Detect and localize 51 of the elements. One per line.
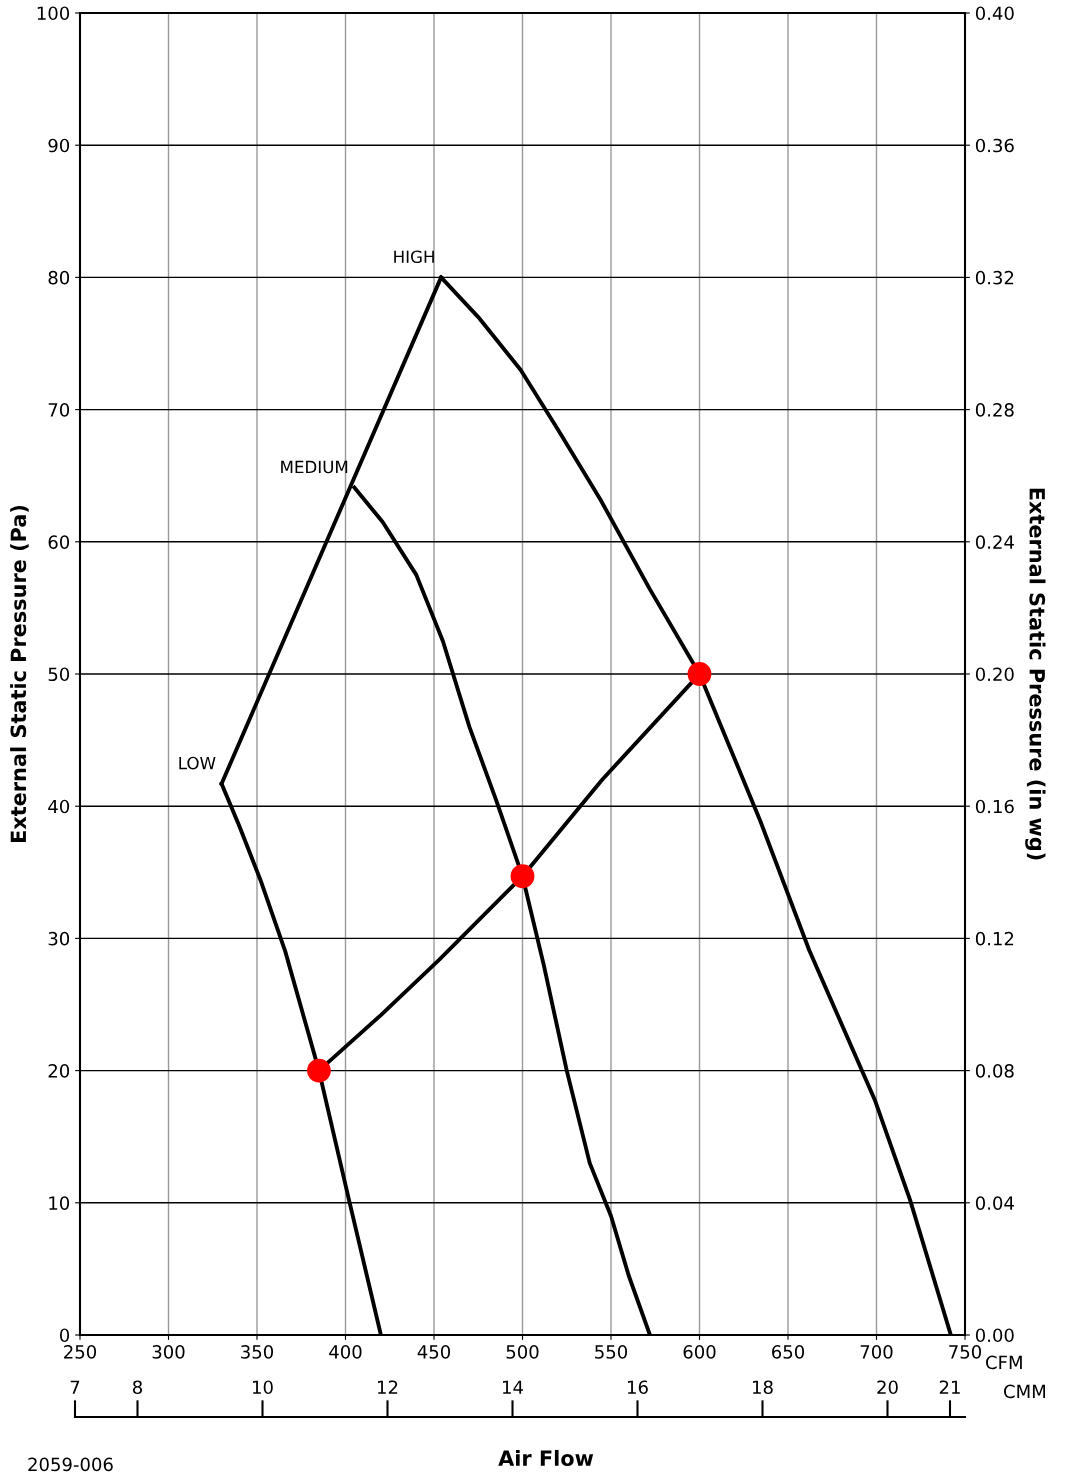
x2-tick-label: 16: [628, 1380, 648, 1395]
y-tick-label: 100: [37, 6, 70, 21]
y2-tick-label: 0.32: [975, 270, 1014, 285]
x-tick-label: 350: [241, 1345, 274, 1359]
x2-tick-label: 10: [253, 1380, 273, 1395]
y-tick-label: 90: [48, 138, 70, 153]
y-tick-label: 0: [59, 1328, 70, 1343]
x-tick-label: 250: [64, 1345, 97, 1359]
y-tick-label: 60: [48, 535, 70, 549]
annotation: HIGH: [394, 250, 434, 264]
y-tick-label: 50: [48, 667, 70, 682]
y2-tick-label: 0.36: [975, 138, 1014, 153]
y-tick-label: 70: [48, 403, 70, 417]
x2-tick-label: 8: [132, 1380, 143, 1395]
y2-tick-label: 0.00: [975, 1328, 1014, 1343]
x-axis-title: Air Flow: [498, 1449, 594, 1467]
x2-tick-label: 12: [378, 1380, 398, 1394]
x-tick-label: 700: [860, 1345, 893, 1359]
y-tick-label: 80: [48, 270, 70, 285]
x2-tick-label: 20: [877, 1380, 898, 1395]
y-tick-label: 20: [48, 1064, 70, 1078]
y2-axis-title: External Static Pressure (in wg): [1025, 488, 1046, 860]
x2-tick-label: 21: [939, 1380, 960, 1394]
y2-tick-label: 0.24: [975, 535, 1014, 549]
x2-tick-label: 7: [70, 1380, 80, 1394]
annotation: MEDIUM: [281, 460, 348, 474]
x-tick-label: 400: [329, 1345, 362, 1359]
annotation: LOW: [179, 756, 216, 770]
y2-tick-label: 0.20: [975, 667, 1014, 682]
y-tick-label: 30: [48, 931, 70, 946]
y2-tick-label: 0.12: [975, 931, 1014, 946]
text: 2059-006: [28, 1457, 113, 1472]
x2-tick-label: 18: [753, 1380, 773, 1395]
y2-tick-label: 0.40: [975, 6, 1014, 21]
y-axis-title: External Static Pressure (Pa): [10, 505, 29, 842]
text: CFM: [986, 1355, 1022, 1370]
y-tick-label: 40: [48, 799, 70, 814]
x-tick-label: 500: [506, 1345, 539, 1359]
x-tick-label: 750: [949, 1345, 982, 1359]
y2-tick-label: 0.16: [975, 799, 1014, 814]
x2-tick-label: 14: [503, 1380, 523, 1394]
text: CMM: [1004, 1384, 1045, 1399]
x-tick-label: 550: [595, 1345, 628, 1359]
x-tick-label: 300: [152, 1345, 185, 1359]
y2-tick-label: 0.08: [975, 1064, 1014, 1078]
x-tick-label: 450: [417, 1345, 451, 1359]
y2-tick-label: 0.28: [975, 403, 1014, 417]
y-tick-label: 10: [49, 1196, 70, 1210]
y2-tick-label: 0.04: [975, 1196, 1014, 1210]
x-tick-label: 650: [772, 1345, 805, 1359]
x-tick-label: 600: [683, 1345, 716, 1359]
